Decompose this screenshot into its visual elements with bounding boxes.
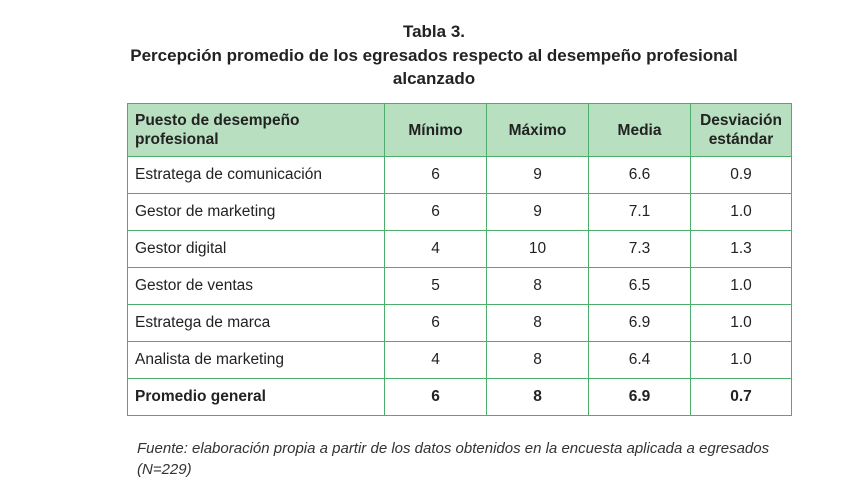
- table-row: Gestor de marketing 6 9 7.1 1.0: [127, 193, 792, 231]
- header-row: Puesto de desempeño profesional Mínimo M…: [127, 103, 792, 157]
- row-label: Gestor de marketing: [127, 193, 385, 231]
- cell-desviacion: 1.3: [690, 230, 792, 268]
- table-caption: Tabla 3. Percepción promedio de los egre…: [0, 20, 868, 90]
- cell-minimo: 5: [384, 267, 487, 305]
- cell-desviacion: 1.0: [690, 341, 792, 379]
- row-label: Analista de marketing: [127, 341, 385, 379]
- cell-media: 6.5: [588, 267, 691, 305]
- cell-desviacion: 0.7: [690, 378, 792, 416]
- column-header-puesto: Puesto de desempeño profesional: [127, 103, 385, 157]
- table-subtitle: Percepción promedio de los egresados res…: [130, 46, 738, 88]
- column-header-desviacion: Desviación estándar: [690, 103, 792, 157]
- cell-minimo: 6: [384, 378, 487, 416]
- row-label: Gestor de ventas: [127, 267, 385, 305]
- cell-desviacion: 0.9: [690, 156, 792, 194]
- column-header-media: Media: [588, 103, 691, 157]
- cell-minimo: 6: [384, 193, 487, 231]
- source-note: Fuente: elaboración propia a partir de l…: [137, 440, 770, 478]
- cell-media: 6.9: [588, 304, 691, 342]
- cell-minimo: 4: [384, 230, 487, 268]
- cell-maximo: 9: [486, 193, 589, 231]
- table-row: Estratega de marca 6 8 6.9 1.0: [127, 304, 792, 342]
- column-header-minimo: Mínimo: [384, 103, 487, 157]
- column-header-maximo: Máximo: [486, 103, 589, 157]
- row-label: Promedio general: [127, 378, 385, 416]
- cell-media: 6.6: [588, 156, 691, 194]
- cell-maximo: 8: [486, 267, 589, 305]
- cell-desviacion: 1.0: [690, 193, 792, 231]
- cell-minimo: 6: [384, 304, 487, 342]
- cell-media: 7.1: [588, 193, 691, 231]
- row-label: Estratega de marca: [127, 304, 385, 342]
- cell-media: 7.3: [588, 230, 691, 268]
- cell-maximo: 10: [486, 230, 589, 268]
- cell-minimo: 4: [384, 341, 487, 379]
- cell-desviacion: 1.0: [690, 304, 792, 342]
- cell-desviacion: 1.0: [690, 267, 792, 305]
- table-row: Estratega de comunicación 6 9 6.6 0.9: [127, 156, 792, 194]
- cell-maximo: 8: [486, 378, 589, 416]
- table-row: Gestor de ventas 5 8 6.5 1.0: [127, 267, 792, 305]
- row-label: Gestor digital: [127, 230, 385, 268]
- cell-media: 6.4: [588, 341, 691, 379]
- row-label: Estratega de comunicación: [127, 156, 385, 194]
- total-row: Promedio general 6 8 6.9 0.7: [127, 378, 792, 416]
- cell-maximo: 8: [486, 304, 589, 342]
- table-row: Analista de marketing 4 8 6.4 1.0: [127, 341, 792, 379]
- table-row: Gestor digital 4 10 7.3 1.3: [127, 230, 792, 268]
- cell-media: 6.9: [588, 378, 691, 416]
- cell-maximo: 9: [486, 156, 589, 194]
- data-table: Puesto de desempeño profesional Mínimo M…: [127, 103, 792, 416]
- cell-maximo: 8: [486, 341, 589, 379]
- cell-minimo: 6: [384, 156, 487, 194]
- table-title: Tabla 3.: [402, 22, 466, 41]
